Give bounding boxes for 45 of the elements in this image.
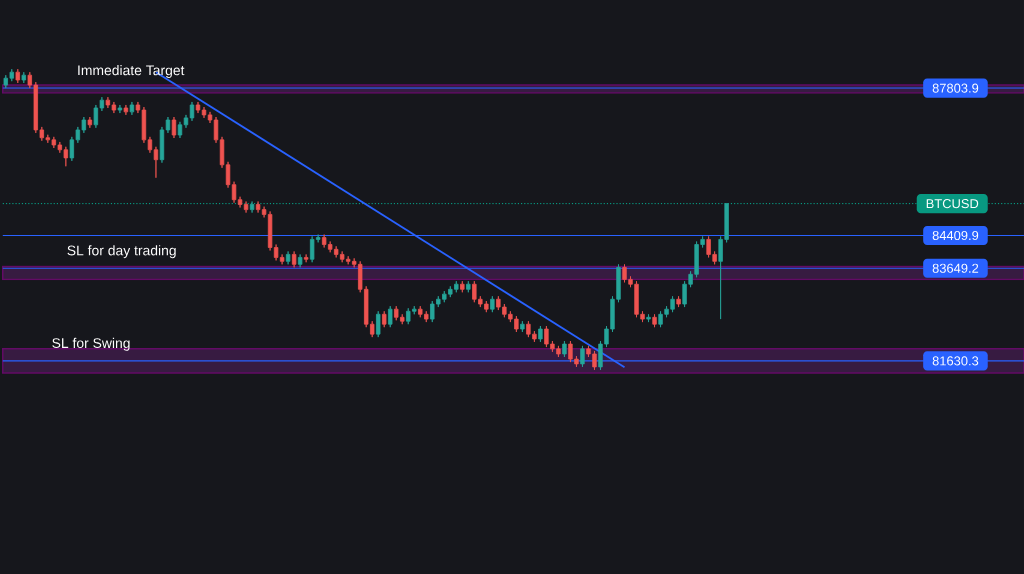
candlestick bbox=[213, 116, 219, 144]
candlestick bbox=[183, 114, 189, 128]
candlestick bbox=[177, 121, 183, 139]
candlestick bbox=[297, 253, 303, 268]
candlestick bbox=[520, 320, 525, 333]
candlestick bbox=[225, 161, 231, 188]
candlestick bbox=[562, 340, 567, 358]
text: 84409.9 bbox=[932, 230, 979, 240]
candlestick bbox=[201, 106, 207, 119]
candlestick bbox=[285, 250, 291, 265]
candlestick bbox=[460, 280, 465, 293]
candlestick bbox=[159, 126, 165, 163]
candlestick bbox=[676, 295, 681, 308]
candlestick bbox=[189, 101, 195, 122]
candlestick bbox=[249, 200, 255, 213]
candlestick bbox=[117, 104, 123, 114]
candlestick bbox=[291, 250, 297, 268]
candlestick bbox=[466, 280, 471, 293]
candlestick bbox=[303, 253, 309, 263]
text: 87803.9 bbox=[932, 83, 979, 93]
text: 81630.3 bbox=[932, 356, 979, 366]
candlestick bbox=[195, 101, 201, 114]
candlestick bbox=[538, 325, 543, 343]
candlestick bbox=[490, 295, 495, 313]
candlestick bbox=[207, 111, 213, 124]
candlestick bbox=[652, 313, 657, 328]
annotation: Immediate Target bbox=[78, 64, 185, 78]
candlestick bbox=[123, 104, 129, 116]
text: 83649.2 bbox=[932, 263, 979, 273]
annotation: SL for Swing bbox=[52, 337, 130, 351]
candlestick bbox=[646, 313, 651, 323]
candlestick bbox=[15, 68, 20, 84]
candlestick bbox=[219, 136, 225, 168]
candlestick bbox=[382, 310, 387, 328]
candlestick bbox=[171, 116, 177, 139]
candlestick bbox=[21, 71, 26, 84]
candlestick bbox=[376, 310, 381, 338]
candlestick bbox=[129, 101, 135, 116]
candlestick bbox=[165, 116, 171, 134]
candlestick bbox=[231, 181, 237, 203]
ref-line-label: BTCUSD bbox=[926, 198, 979, 208]
annotation: SL for day trading bbox=[67, 244, 176, 258]
candlestick bbox=[388, 305, 393, 328]
candlestick bbox=[87, 116, 93, 128]
candlestick bbox=[580, 345, 585, 368]
